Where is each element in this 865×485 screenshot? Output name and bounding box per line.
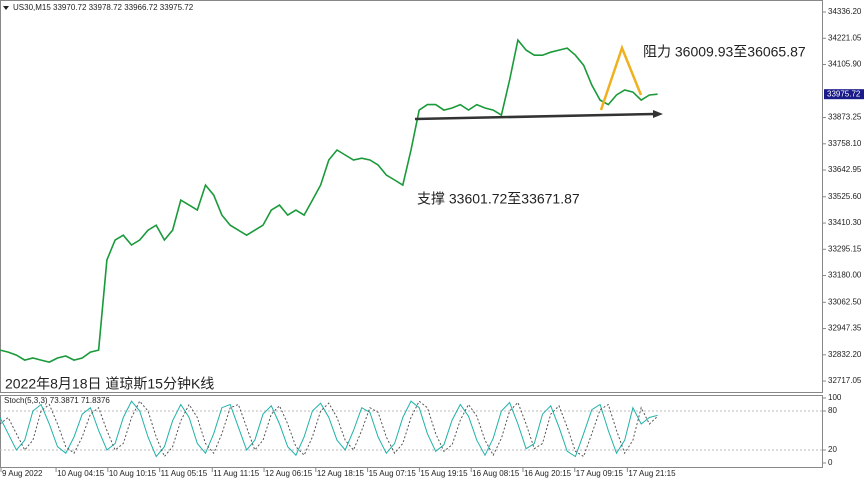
y-tick-label: 32947.35: [828, 324, 862, 333]
x-tick-label: 16 Aug 20:15: [524, 469, 572, 478]
series-line: [0, 400, 658, 458]
y-tick-label: 34336.20: [828, 7, 862, 16]
x-tick-label: 11 Aug 11:15: [213, 469, 260, 478]
chart-title: US30,M15 33970.72 33978.72 33966.72 3397…: [13, 3, 194, 12]
x-tick-label: 17 Aug 09:15: [576, 469, 624, 478]
last-price-label: 33975.72: [827, 89, 861, 98]
y-tick-label: 100: [828, 393, 842, 402]
y-tick-label: 20: [828, 445, 837, 454]
y-tick-label: 32717.05: [828, 376, 862, 385]
x-tick-label: 9 Aug 2022: [2, 469, 43, 478]
stoch-title: Stoch(5,3,3) 73.3871 71.8376: [4, 396, 110, 405]
y-tick-label: 33410.30: [828, 218, 862, 227]
y-tick-label: 32832.20: [828, 350, 862, 359]
y-tick-label: 0: [828, 458, 833, 467]
x-tick-label: 15 Aug 19:15: [420, 469, 468, 478]
y-tick-label: 33180.00: [828, 271, 862, 280]
x-tick-label: 15 Aug 07:15: [369, 469, 417, 478]
support-label: 支撑 33601.72至33671.87: [417, 191, 580, 207]
y-tick-label: 33758.10: [828, 139, 862, 148]
menu-icon: [3, 6, 9, 10]
y-tick-label: 34221.05: [828, 33, 862, 42]
caption: 2022年8月18日 道琼斯15分钟K线: [5, 376, 214, 392]
y-tick-label: 34105.90: [828, 60, 862, 69]
resistance-line: [599, 44, 643, 111]
support-line: [414, 112, 656, 121]
y-tick-label: 33062.50: [828, 297, 862, 306]
resistance-label: 阻力 36009.93至36065.87: [643, 44, 806, 60]
x-tick-label: 12 Aug 06:15: [265, 469, 313, 478]
x-tick-label: 17 Aug 21:15: [628, 469, 676, 478]
y-tick-label: 33295.15: [828, 244, 862, 253]
y-tick-label: 33525.60: [828, 192, 862, 201]
x-tick-label: 10 Aug 10:15: [109, 469, 157, 478]
x-tick-label: 11 Aug 05:15: [161, 469, 208, 478]
series-line: [0, 400, 658, 458]
y-tick-label: 33873.25: [828, 113, 862, 122]
y-tick-label: 80: [828, 406, 837, 415]
last-price-tag: [824, 89, 864, 100]
x-tick-label: 16 Aug 08:15: [472, 469, 520, 478]
support-arrow: [653, 110, 663, 118]
x-tick-label: 10 Aug 04:15: [57, 469, 105, 478]
x-tick-label: 12 Aug 18:15: [317, 469, 365, 478]
series-line: [0, 38, 658, 363]
stoch-panel: [0, 395, 823, 468]
y-tick-label: 33642.95: [828, 165, 862, 174]
